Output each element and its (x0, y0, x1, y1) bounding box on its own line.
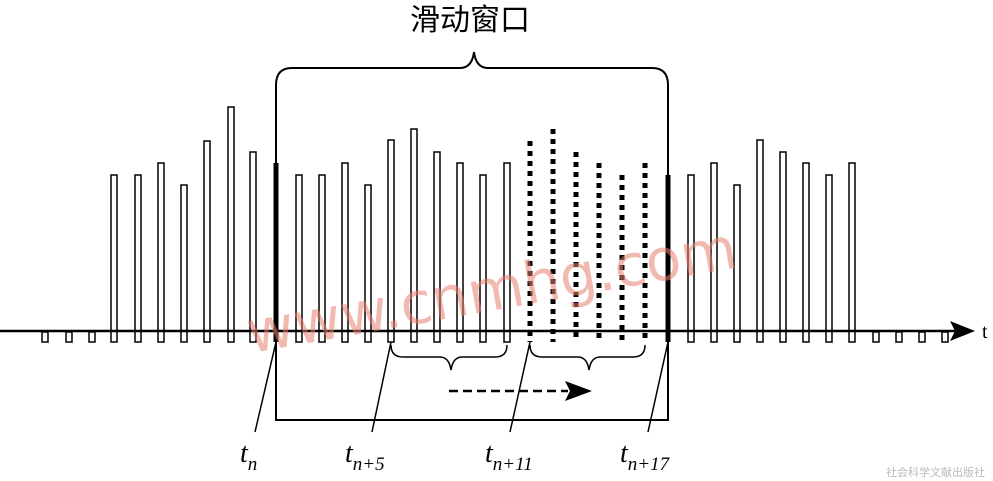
pulse (456, 162, 464, 343)
marker-subscript: n (248, 454, 258, 475)
pulse (341, 162, 349, 343)
marker-label: tn (240, 438, 257, 475)
title: 滑动窗口 (410, 3, 530, 38)
pulse (872, 331, 880, 343)
pulse (65, 331, 73, 343)
pulse-current (665, 175, 671, 342)
axis-label: t (982, 321, 988, 343)
pulse (895, 331, 903, 343)
marker-leaders (254, 341, 669, 433)
pulse (180, 184, 188, 343)
pulse (295, 174, 303, 343)
pulse-current (273, 163, 279, 342)
pulse (433, 151, 441, 343)
pulse (134, 174, 142, 343)
leader-line (371, 341, 392, 433)
pulse (364, 184, 372, 343)
pulse (503, 162, 511, 343)
pulse (88, 331, 96, 343)
brace-old (390, 344, 508, 371)
pulse (687, 174, 695, 343)
shift-arrow-head (565, 381, 592, 401)
pulse (110, 174, 118, 343)
marker-label: tn+11 (485, 438, 533, 475)
marker-subscript: n+11 (493, 454, 533, 475)
leader-line (254, 341, 277, 433)
pulse (410, 128, 418, 343)
pulse (825, 174, 833, 343)
marker-label: tn+5 (345, 438, 385, 475)
marker-symbol: t (620, 438, 629, 469)
axis-arrow (950, 321, 975, 341)
pulse (779, 151, 787, 343)
window-brace (275, 51, 669, 86)
leader-line (509, 341, 531, 433)
marker-label: tn+17 (620, 438, 671, 475)
pulse (318, 174, 326, 343)
pulses (41, 106, 949, 343)
pulse (733, 184, 741, 343)
pulse (848, 162, 856, 343)
pulse (941, 331, 949, 343)
pulse (41, 331, 49, 343)
pulse (802, 162, 810, 343)
marker-symbol: t (240, 438, 249, 469)
pulse (756, 139, 764, 343)
marker-subscript: n+17 (628, 454, 671, 475)
watermark: www.cnmhg.com (241, 214, 742, 367)
publisher: 社会科学文献出版社 (886, 465, 985, 479)
pulse (157, 162, 165, 343)
leader-line (647, 341, 669, 433)
brace-new (529, 344, 646, 371)
pulse (710, 162, 718, 343)
pulse (203, 140, 211, 343)
marker-symbol: t (345, 438, 354, 469)
pulse (918, 331, 926, 343)
marker-symbol: t (485, 438, 494, 469)
pulse (249, 151, 257, 343)
pulse (479, 174, 487, 343)
pulse (227, 106, 235, 343)
marker-subscript: n+5 (353, 454, 385, 475)
